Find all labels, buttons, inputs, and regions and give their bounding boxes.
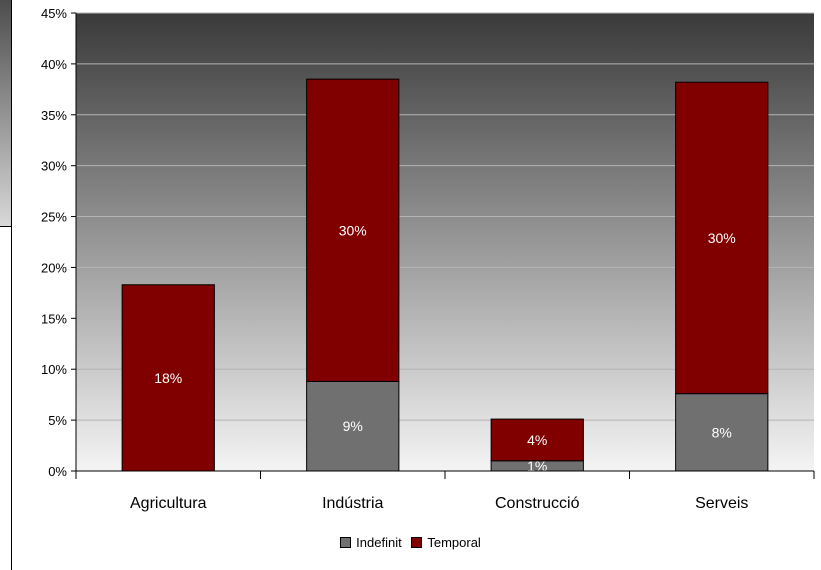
- y-tick-label-9: 45%: [41, 6, 67, 21]
- bar-indefinit-3: [675, 393, 769, 472]
- bar-temporal-2: [490, 418, 584, 462]
- bar-temporal-1: [306, 78, 400, 382]
- y-tick-label-3: 15%: [41, 311, 67, 326]
- data-label-indefinit-1: 9%: [343, 418, 363, 434]
- bar-temporal-0: [121, 284, 215, 472]
- legend-label-indefinit: Indefinit: [356, 535, 402, 550]
- y-tick-label-7: 35%: [41, 108, 67, 123]
- x-category-label-2: Construcció: [495, 495, 580, 512]
- legend-item-temporal: Temporal: [411, 535, 481, 550]
- frame-border: [11, 0, 12, 570]
- legend-swatch-temporal: [411, 537, 423, 548]
- data-label-indefinit-3: 8%: [712, 424, 732, 440]
- data-label-temporal-0: 18%: [154, 370, 182, 386]
- data-label-indefinit-2: 1%: [527, 458, 547, 474]
- y-tick-label-2: 10%: [41, 362, 67, 377]
- x-category-label-1: Indústria: [322, 495, 383, 512]
- y-tick-label-1: 5%: [48, 413, 67, 428]
- x-category-label-3: Serveis: [695, 495, 748, 512]
- y-tick-label-6: 30%: [41, 159, 67, 174]
- bar-indefinit-1: [306, 380, 400, 472]
- y-tick-label-8: 40%: [41, 57, 67, 72]
- y-tick-label-5: 25%: [41, 210, 67, 225]
- bar-temporal-3: [675, 81, 769, 395]
- chart-legend: Indefinit Temporal: [0, 535, 821, 551]
- data-label-temporal-3: 30%: [708, 230, 736, 246]
- y-tick-label-0: 0%: [48, 464, 67, 479]
- legend-label-temporal: Temporal: [427, 535, 481, 550]
- y-tick-label-4: 20%: [41, 260, 67, 275]
- legend-item-indefinit: Indefinit: [340, 535, 402, 550]
- legend-swatch-indefinit: [340, 537, 352, 548]
- x-category-label-0: Agricultura: [130, 495, 207, 512]
- data-label-temporal-1: 30%: [339, 222, 367, 238]
- data-label-temporal-2: 4%: [527, 432, 547, 448]
- side-panel-edge: [0, 0, 11, 227]
